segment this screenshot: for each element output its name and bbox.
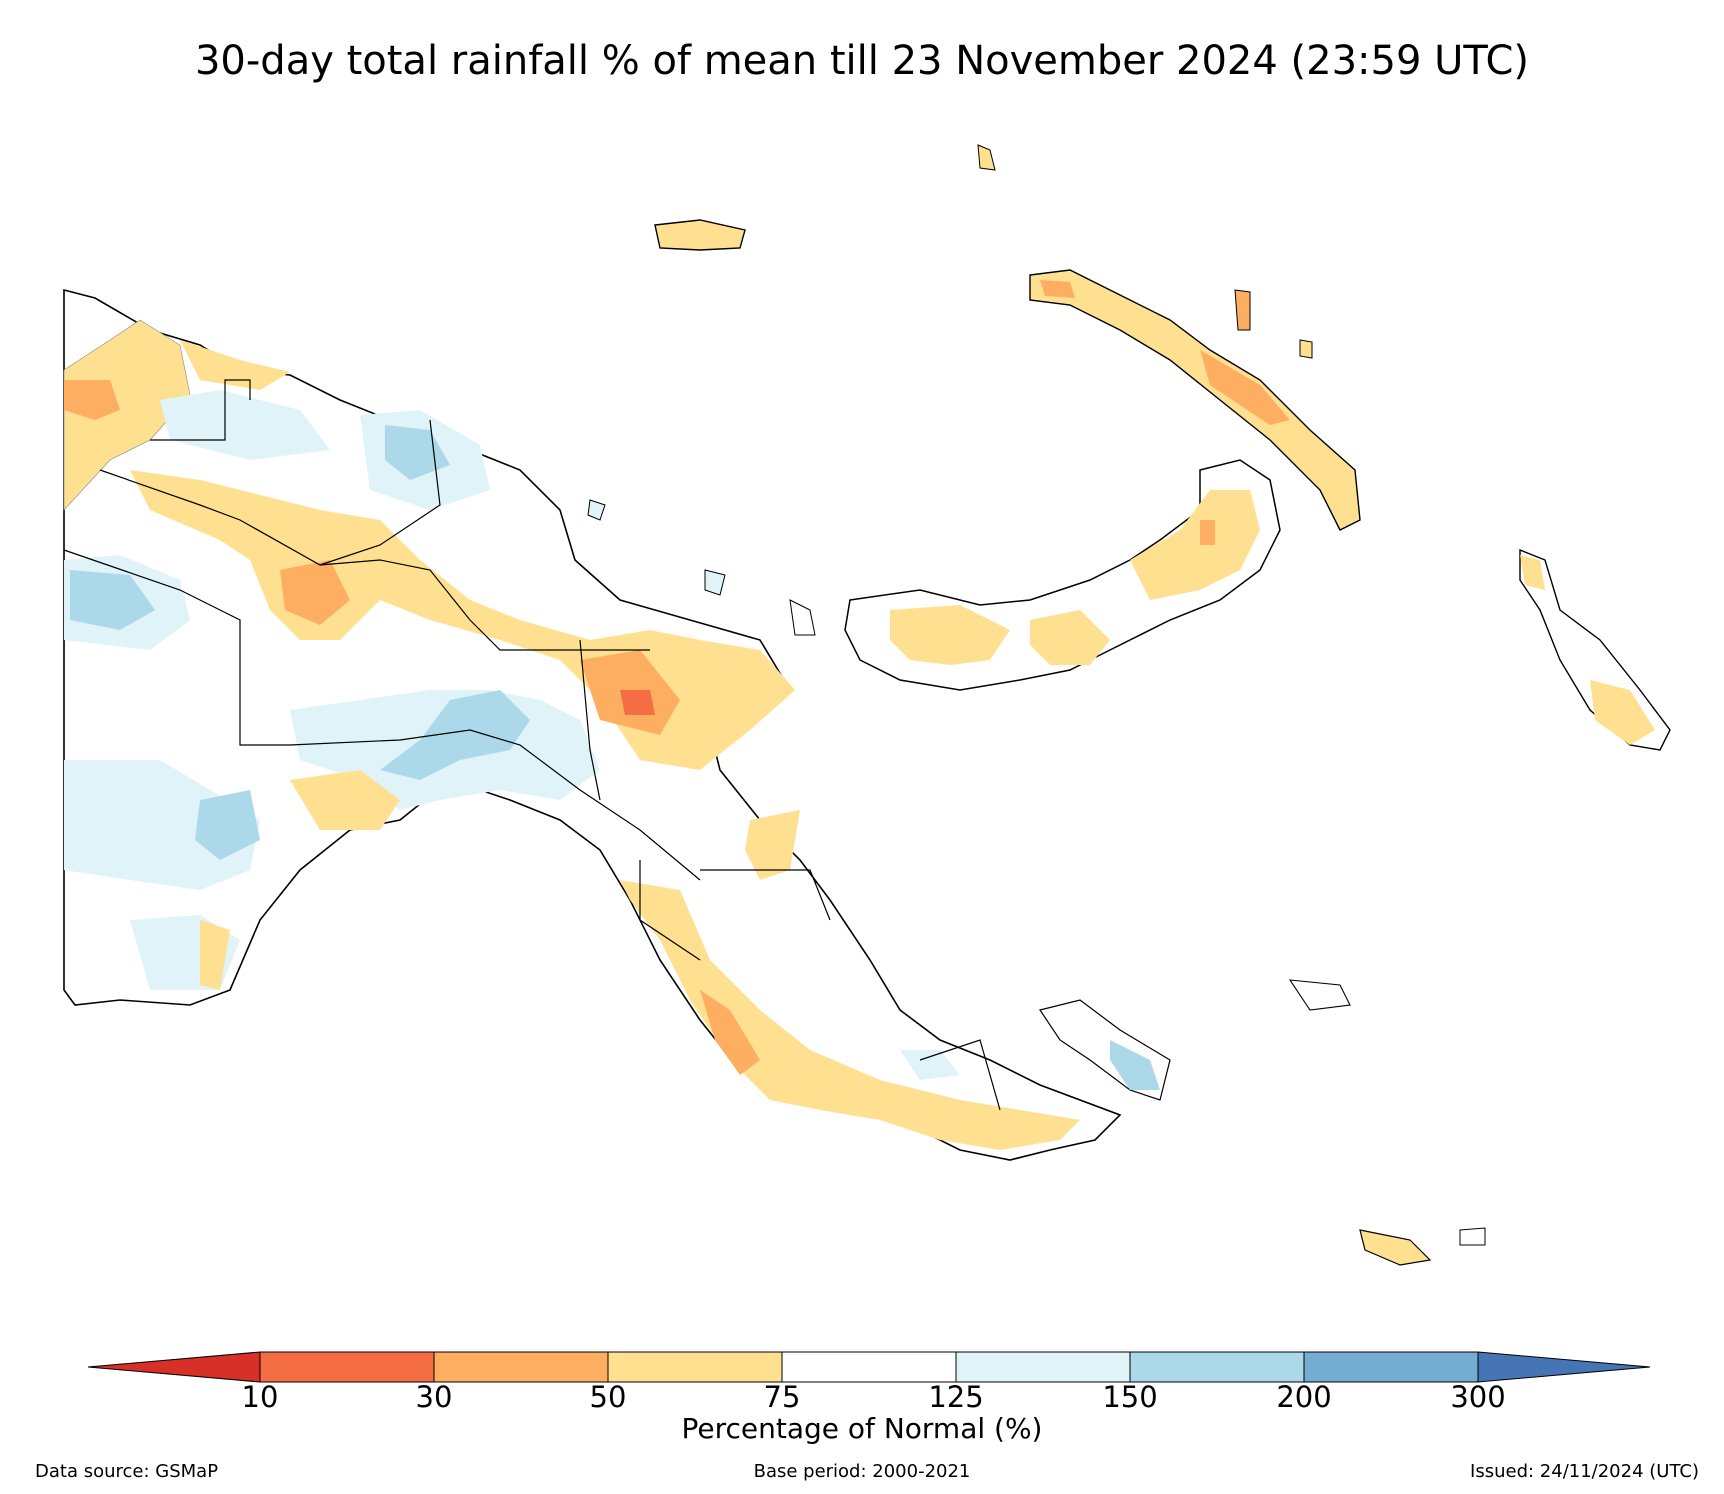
- manus-island: [654, 219, 746, 251]
- colorbar-segment-50-75: [607, 1351, 783, 1383]
- new-britain: [844, 459, 1281, 691]
- base-period: Base period: 2000-2021: [753, 1461, 971, 1482]
- colorbar-tick: 75: [763, 1380, 801, 1414]
- eastern-islands: [587, 144, 1486, 1266]
- new-ireland: [1029, 269, 1361, 531]
- data-source: Data source: GSMaP: [35, 1461, 219, 1482]
- issued-date: Issued: 24/11/2024 (UTC): [1470, 1461, 1699, 1482]
- colorbar-segment-10-30: [259, 1351, 435, 1383]
- colorbar-tick: 10: [241, 1380, 279, 1414]
- colorbar-segment-200-300: [1303, 1351, 1479, 1383]
- colorbar-segment-125-150: [955, 1351, 1131, 1383]
- colorbar-segment-75-125: [781, 1351, 957, 1383]
- mainland-png: [63, 288, 1122, 1161]
- colorbar-tick: 150: [1102, 1380, 1158, 1414]
- bougainville: [1519, 548, 1671, 751]
- colorbar-tick: 300: [1450, 1380, 1506, 1414]
- colorbar-tick: 125: [928, 1380, 984, 1414]
- colorbar-tick: 200: [1276, 1380, 1332, 1414]
- colorbar: [87, 1351, 1651, 1383]
- colorbar-tick: 30: [415, 1380, 453, 1414]
- colorbar-label: Percentage of Normal (%): [681, 1412, 1043, 1445]
- colorbar-segment-150-200: [1129, 1351, 1305, 1383]
- map-title: 30-day total rainfall % of mean till 23 …: [194, 38, 1530, 84]
- colorbar-tick: 50: [589, 1380, 627, 1414]
- colorbar-segment-30-50: [433, 1351, 609, 1383]
